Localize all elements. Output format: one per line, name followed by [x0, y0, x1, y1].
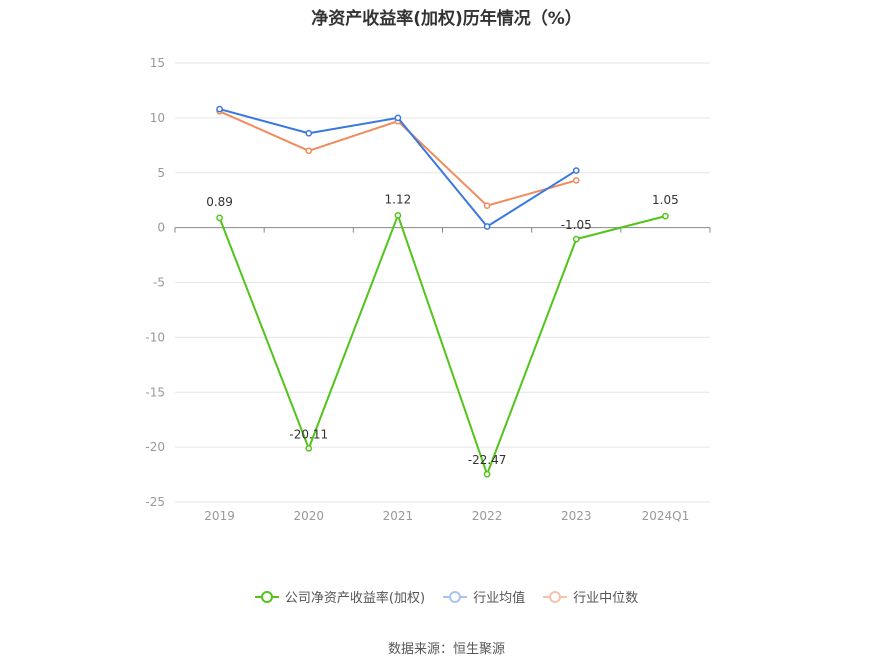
data-point: [662, 212, 669, 220]
data-point: [572, 177, 580, 184]
y-axis: 15 10 5 0 -5 -10 -15 -20 -25: [145, 56, 165, 509]
y-tick-label: 15: [150, 56, 165, 70]
series-line-0: [218, 214, 666, 476]
legend-label-industry-mean: 行业均值: [473, 591, 526, 606]
chart-title: 净资产收益率(加权)历年情况（%）: [311, 9, 582, 29]
data-point: [394, 114, 402, 122]
data-point: [394, 211, 402, 219]
legend-swatch-industry-mean: [443, 590, 468, 604]
legend-swatch-industry-median: [543, 590, 568, 604]
data-label: 1.12: [385, 192, 412, 206]
x-tick-label: 2019: [204, 509, 235, 523]
series-group: [216, 105, 669, 478]
legend-swatch-company: [254, 590, 279, 604]
y-tick-label: 5: [157, 166, 165, 180]
x-tick-label: 2023: [561, 509, 592, 523]
data-label: -20.11: [289, 427, 328, 441]
series-line-1: [219, 108, 577, 228]
x-axis: 2019 2020 2021 2022 2023 2024Q1: [174, 227, 711, 523]
data-point: [483, 223, 491, 230]
data-label: -1.05: [561, 218, 592, 232]
data-point: [305, 129, 313, 137]
y-tick-label: -20: [145, 440, 165, 454]
data-label: 0.89: [206, 195, 233, 209]
data-point: [572, 235, 580, 243]
line-chart: 15 10 5 0 -5 -10 -15 -20 -25 2019 2020 2021 2022 202…: [145, 56, 711, 523]
data-point: [483, 202, 491, 210]
grid-lines: [175, 62, 710, 503]
x-tick-label: 2020: [293, 509, 324, 523]
data-source: 数据来源：恒生聚源: [387, 642, 505, 657]
legend-item-company[interactable]: 公司净资产收益率(加权): [254, 587, 426, 606]
data-labels: 0.89 -20.11 1.12 -22.47 -1.05 1.05: [206, 192, 679, 467]
y-tick-label: -10: [145, 330, 165, 344]
y-tick-label: -5: [153, 276, 165, 290]
y-tick-label: -15: [145, 385, 165, 399]
data-label: 1.05: [652, 193, 679, 207]
data-point: [572, 167, 580, 174]
legend-label-company: 公司净资产收益率(加权): [284, 591, 426, 606]
x-tick-label: 2024Q1: [642, 509, 690, 523]
legend-label-industry-median: 行业中位数: [573, 591, 639, 606]
data-point: [483, 470, 491, 478]
legend: 公司净资产收益率(加权) 行业均值 行业中位数: [0, 587, 893, 606]
legend-item-industry-mean[interactable]: 行业均值: [443, 587, 525, 606]
data-point: [216, 105, 223, 113]
y-tick-label: -25: [145, 495, 165, 509]
data-point: [216, 214, 223, 222]
x-tick-label: 2021: [383, 509, 414, 523]
data-point: [305, 147, 313, 155]
y-tick-label: 0: [157, 221, 165, 235]
x-tick-label: 2022: [472, 509, 503, 523]
data-label: -22.47: [468, 453, 507, 467]
legend-item-industry-median[interactable]: 行业中位数: [543, 587, 638, 606]
y-tick-label: 10: [150, 111, 165, 125]
data-point: [305, 444, 313, 452]
